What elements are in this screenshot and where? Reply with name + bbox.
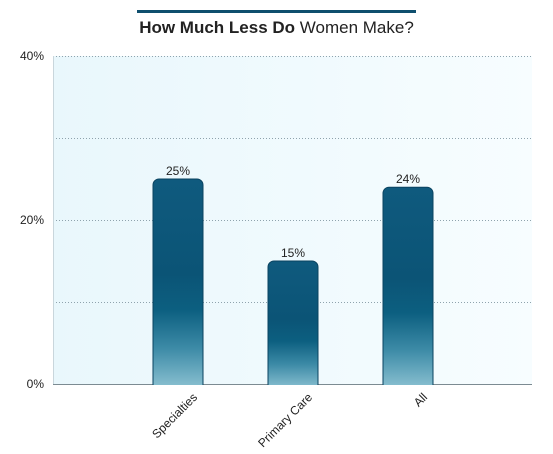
baseline-mask — [53, 385, 532, 393]
chart-title: How Much Less Do Women Make? — [137, 10, 416, 38]
y-tick-label: 20% — [20, 213, 44, 227]
category-label: Primary Care — [255, 390, 315, 450]
bar — [267, 260, 319, 391]
chart-title-wrap: How Much Less Do Women Make? — [0, 10, 553, 38]
chart-title-bold: How Much Less Do — [139, 18, 296, 37]
y-tick-label: 40% — [20, 49, 44, 63]
bar — [152, 178, 204, 391]
data-label: 25% — [166, 164, 190, 178]
bar — [382, 186, 434, 391]
chart-title-light: Women Make? — [299, 18, 414, 37]
category-label: Specialties — [149, 390, 200, 441]
category-label: All — [411, 390, 430, 409]
y-tick-label: 0% — [27, 377, 45, 391]
data-label: 24% — [396, 172, 420, 186]
data-label: 15% — [281, 246, 305, 260]
